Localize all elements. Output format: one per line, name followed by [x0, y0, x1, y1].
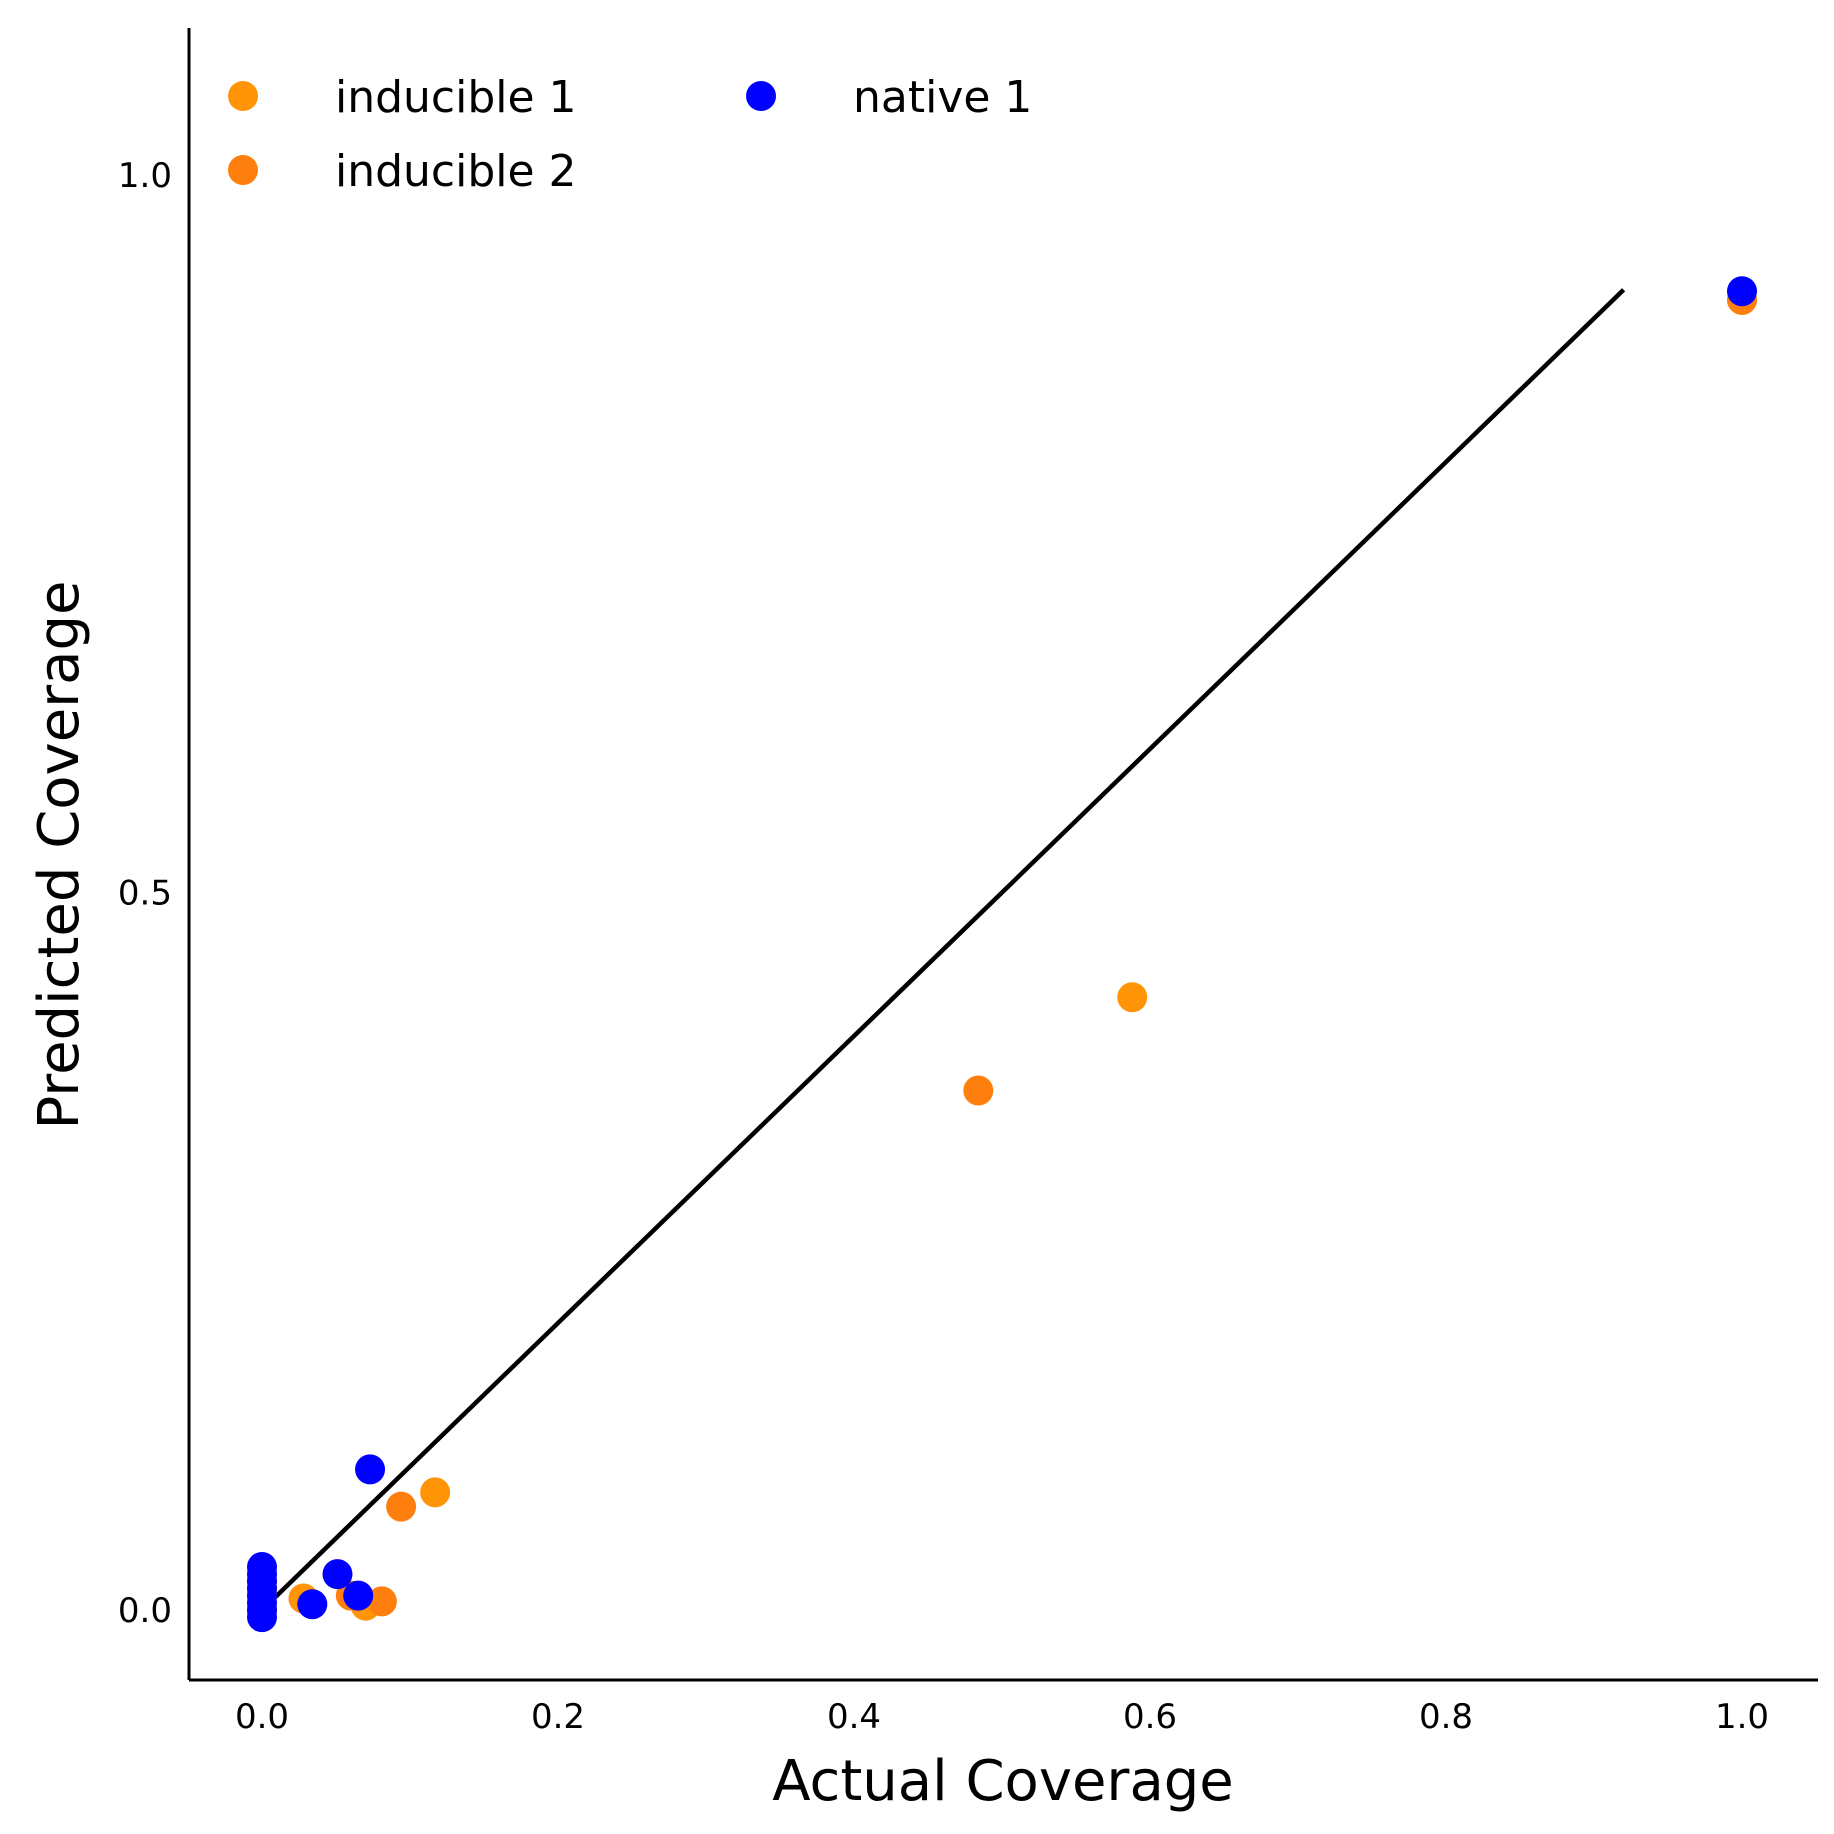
legend-marker-1 [228, 81, 258, 111]
data-point-series-2-5 [386, 1491, 417, 1522]
data-point-series-3-11 [343, 1580, 374, 1611]
y-axis-label: Predicted Coverage [27, 581, 92, 1130]
legend-label-3: native 1 [853, 72, 1032, 123]
data-point-series-3-8 [247, 1551, 277, 1582]
data-point-series-3-10 [322, 1559, 353, 1590]
data-point-series-3-9 [297, 1589, 328, 1620]
reference-line-layer [260, 288, 1626, 1612]
legend-label-1: inducible 1 [335, 72, 577, 123]
x-tick-label-1: 0.0 [235, 1697, 289, 1737]
x-tick-label-3: 0.4 [827, 1697, 881, 1737]
reference-line [260, 288, 1626, 1612]
x-tick-labels: 0.0 0.2 0.4 0.6 0.8 1.0 [235, 1697, 1769, 1737]
legend-label-2: inducible 2 [335, 146, 577, 197]
x-tick-label-6: 1.0 [1715, 1697, 1769, 1737]
data-point-series-3-12 [355, 1454, 386, 1485]
y-tick-label-1: 0.0 [118, 1591, 172, 1631]
data-point-series-2-6 [963, 1075, 994, 1106]
data-point-series-1-6 [420, 1477, 451, 1508]
legend-marker-2 [228, 155, 258, 185]
x-tick-label-5: 0.8 [1419, 1697, 1473, 1737]
data-point-series-2-4 [366, 1586, 397, 1617]
data-point-series-1-7 [1117, 982, 1148, 1013]
x-tick-label-2: 0.2 [531, 1697, 585, 1737]
y-tick-label-2: 0.5 [118, 874, 172, 914]
data-points-layer [247, 276, 1757, 1633]
y-tick-label-3: 1.0 [118, 156, 172, 196]
y-tick-labels: 0.0 0.5 1.0 [118, 156, 172, 1631]
data-point-series-3-13 [1727, 276, 1757, 307]
x-tick-label-4: 0.6 [1123, 1697, 1177, 1737]
legend: inducible 1 inducible 2 native 1 [228, 72, 1032, 197]
x-axis-label: Actual Coverage [772, 1749, 1234, 1814]
legend-marker-3 [746, 81, 776, 111]
